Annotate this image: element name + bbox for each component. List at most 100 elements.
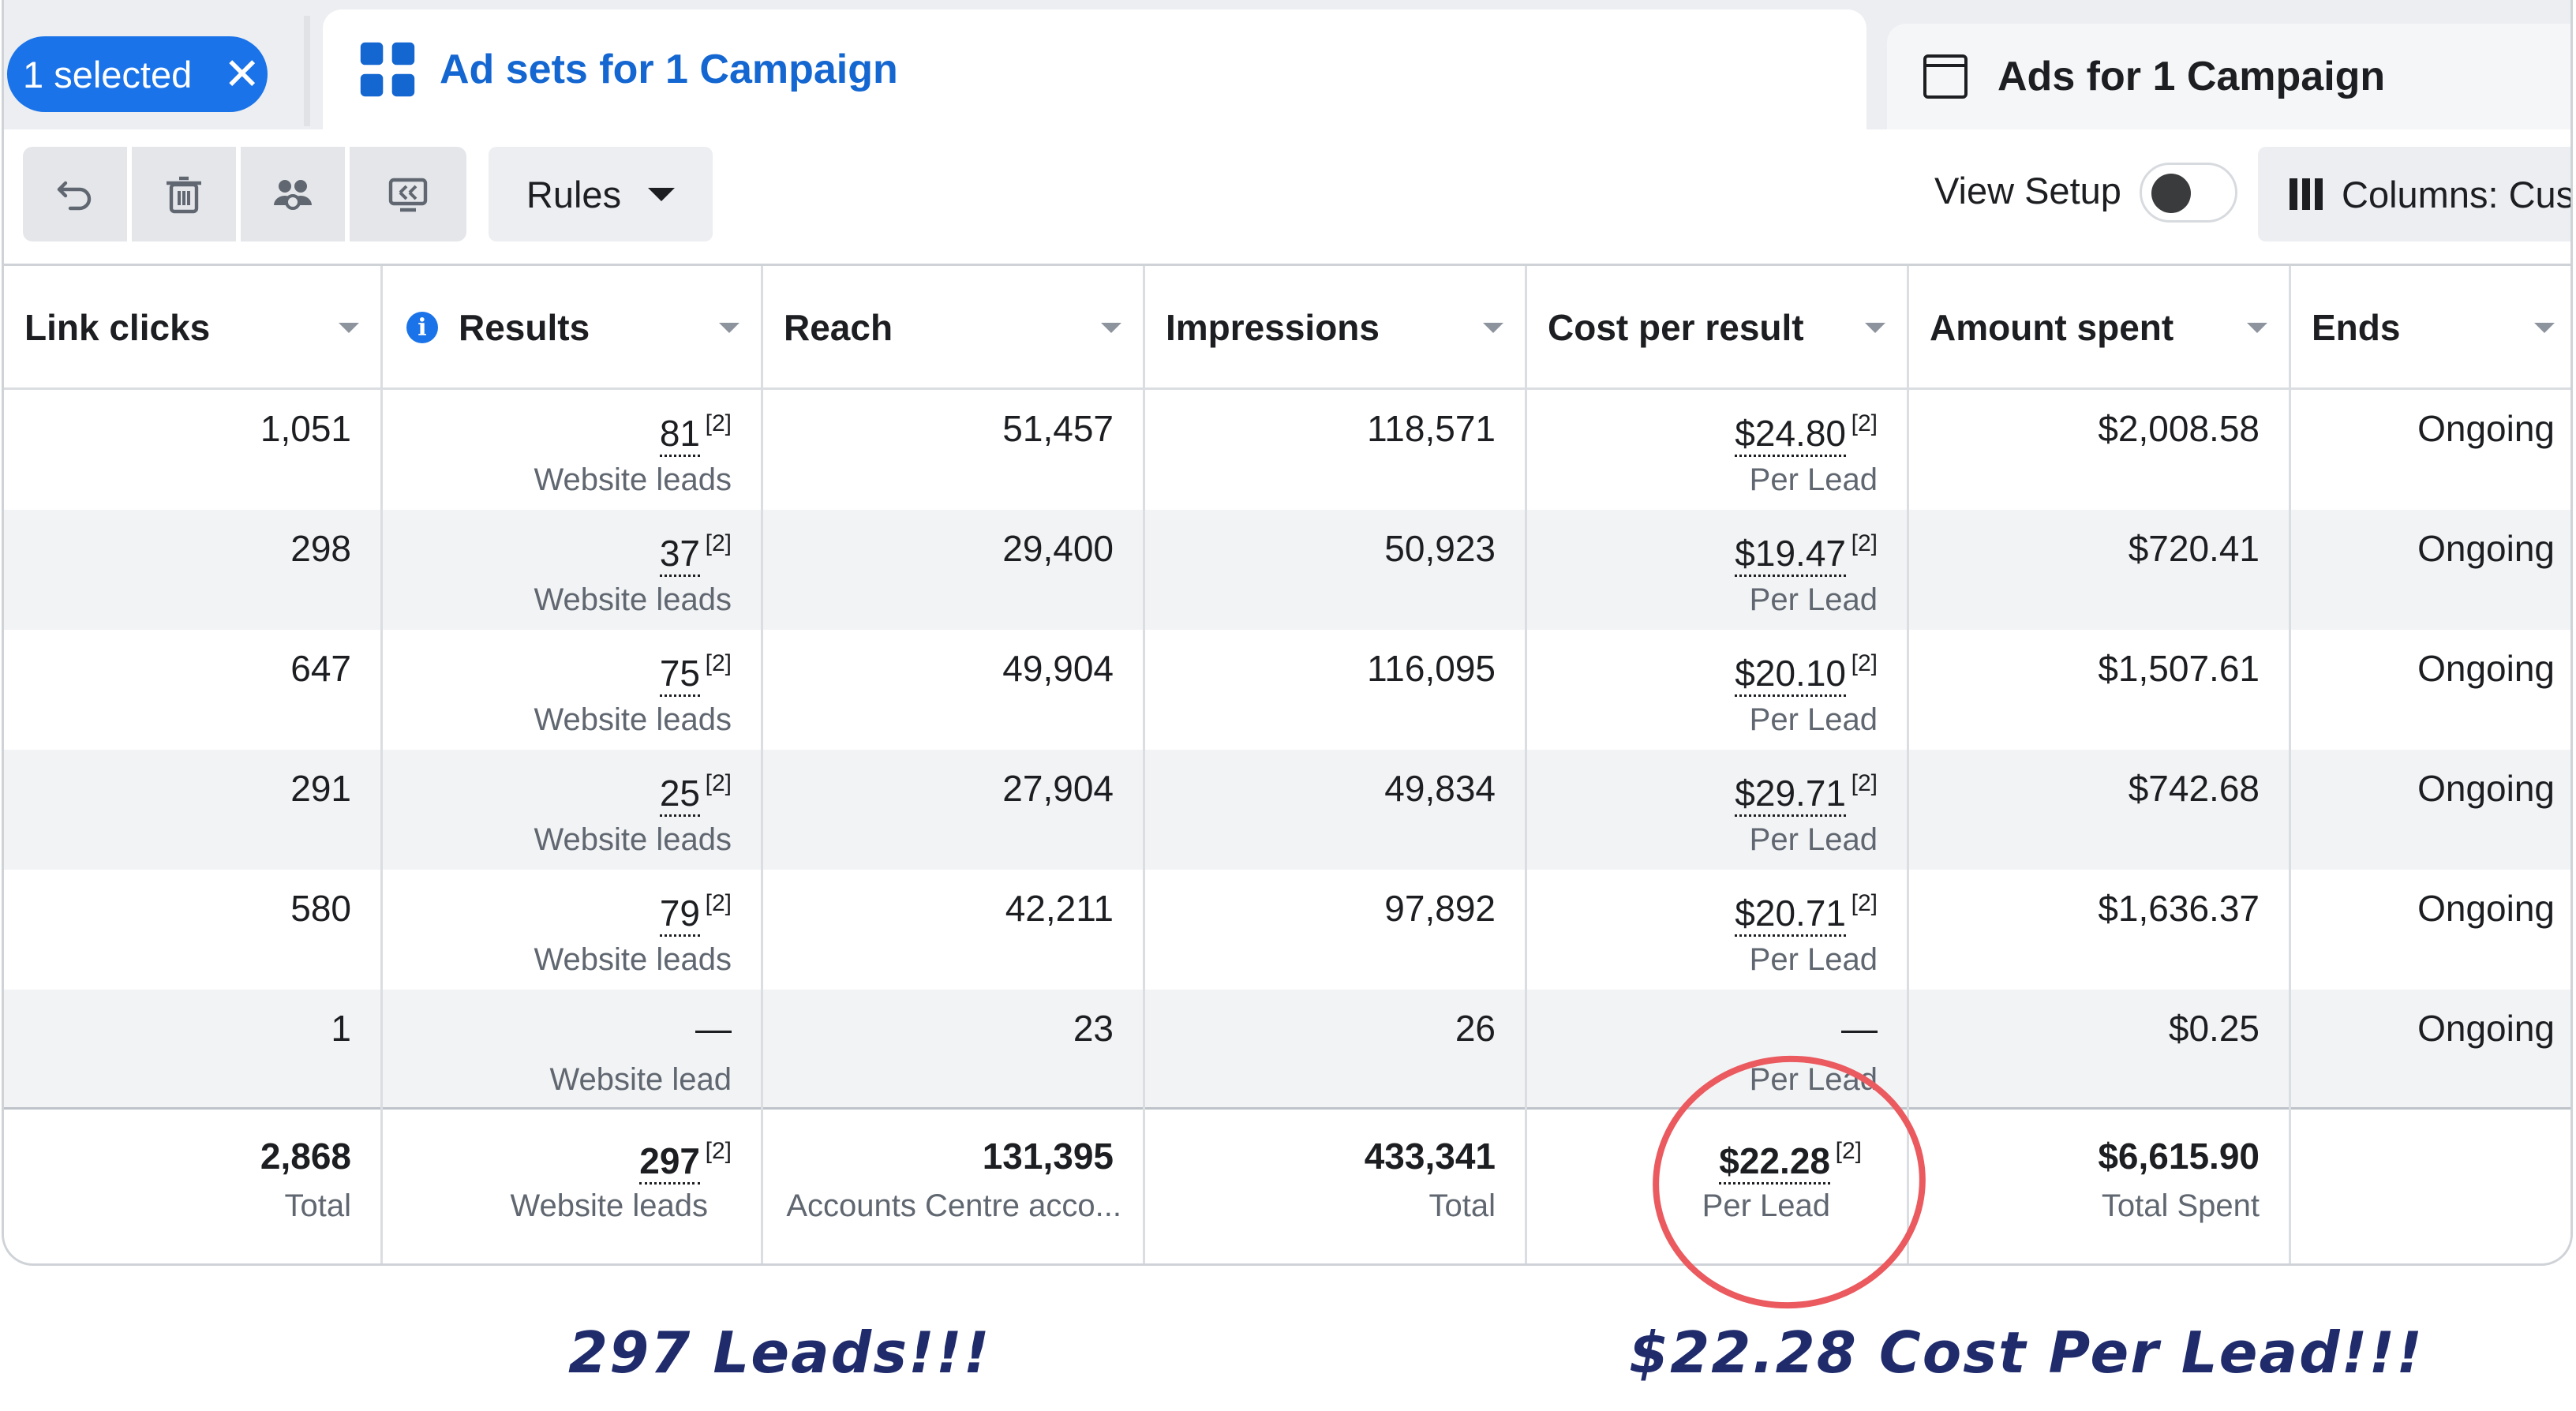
tab-ads[interactable]: Ads for 1 Campaign (1887, 24, 2570, 129)
cell-ends: Ongoing (2291, 630, 2570, 750)
footnote-marker: [2] (705, 1138, 732, 1164)
cell-results: 81 [2] Website leads (383, 390, 763, 510)
cell-ends: Ongoing (2291, 510, 2570, 630)
footnote-marker: [2] (705, 410, 732, 436)
column-header-impressions[interactable]: Impressions (1145, 266, 1527, 389)
cell-amount-spent: $1,507.61 (1909, 630, 2291, 750)
cell-cost-per-result: — Per Lead (1527, 990, 1909, 1110)
cell-cost-per-result: $20.10 [2] Per Lead (1527, 630, 1909, 750)
ads-manager-panel: 1 selected ✕ Ad sets for 1 Campaign Ads … (2, 0, 2573, 1266)
header-bottom-border (4, 387, 2570, 390)
selected-count-label: 1 selected (23, 53, 193, 95)
undo-button[interactable] (23, 147, 127, 241)
column-divider (380, 266, 383, 1263)
view-setup-label: View Setup (1934, 170, 2121, 211)
cell-value: 116,095 (1367, 648, 1496, 689)
cell-value[interactable]: $19.47 (1735, 535, 1846, 577)
cell-value: 23 (1073, 1008, 1114, 1049)
cell-subtext: Website lead (549, 1062, 732, 1097)
column-header-results[interactable]: i Results (383, 266, 763, 389)
sort-caret-icon[interactable] (1101, 323, 1121, 333)
cell-value[interactable]: 25 (659, 775, 700, 817)
cell-results: 75 [2] Website leads (383, 630, 763, 750)
cell-results: — Website lead (383, 990, 763, 1110)
table-row[interactable]: 647 75 [2] Website leads 49,904 116,095 $2… (4, 630, 2570, 750)
cell-amount-spent: $1,636.37 (1909, 870, 2291, 990)
column-header-amount-spent[interactable]: Amount spent (1909, 266, 2291, 389)
cell-value[interactable]: 75 (659, 655, 700, 697)
ab-test-button[interactable] (350, 147, 466, 241)
total-link-clicks: 2,868 Total (4, 1110, 383, 1263)
sort-caret-icon[interactable] (719, 323, 739, 333)
tab-ad-sets[interactable]: Ad sets for 1 Campaign (323, 9, 1866, 129)
cell-results: 25 [2] Website leads (383, 750, 763, 870)
column-header-ends[interactable]: Ends (2291, 266, 2570, 389)
column-header-cost-per-result[interactable]: Cost per result (1527, 266, 1909, 389)
cell-value: 118,571 (1367, 408, 1496, 449)
cell-value: 49,904 (1002, 648, 1114, 689)
cell-value[interactable]: 79 (659, 895, 700, 937)
view-setup-toggle[interactable] (2140, 163, 2237, 223)
column-header-link-clicks[interactable]: Link clicks (4, 266, 383, 389)
cell-link-clicks: 580 (4, 870, 383, 990)
total-subtext: Website leads (510, 1188, 708, 1223)
cell-value[interactable]: $24.80 (1735, 415, 1846, 457)
rules-dropdown[interactable]: Rules (489, 147, 713, 241)
table-row[interactable]: 1,051 81 [2] Website leads 51,457 118,571 … (4, 390, 2570, 510)
cell-link-clicks: 291 (4, 750, 383, 870)
footnote-marker: [2] (1835, 1138, 1862, 1164)
total-reach: 131,395 Accounts Centre acco... (763, 1110, 1145, 1263)
cell-value: $720.41 (2128, 528, 2260, 569)
sort-caret-icon[interactable] (1865, 323, 1885, 333)
columns-icon (2290, 178, 2323, 210)
column-header-label: Ends (2312, 307, 2401, 348)
total-value[interactable]: 297 (639, 1143, 700, 1185)
table-row[interactable]: 298 37 [2] Website leads 29,400 50,923 $19… (4, 510, 2570, 630)
table-row[interactable]: 291 25 [2] Website leads 27,904 49,834 $29… (4, 750, 2570, 870)
cell-reach: 29,400 (763, 510, 1145, 630)
total-subtext: Total (1428, 1188, 1496, 1223)
info-icon[interactable]: i (406, 312, 438, 343)
cell-reach: 42,211 (763, 870, 1145, 990)
cell-impressions: 50,923 (1145, 510, 1527, 630)
column-header-label: Link clicks (24, 307, 211, 348)
audience-button[interactable] (241, 147, 345, 241)
cell-amount-spent: $0.25 (1909, 990, 2291, 1110)
selected-count-chip[interactable]: 1 selected ✕ (7, 36, 268, 112)
cell-ends: Ongoing (2291, 390, 2570, 510)
sort-caret-icon[interactable] (339, 323, 359, 333)
delete-button[interactable] (132, 147, 236, 241)
cell-link-clicks: 647 (4, 630, 383, 750)
cell-value[interactable]: $20.10 (1735, 655, 1846, 697)
sort-caret-icon[interactable] (2247, 323, 2267, 333)
cell-value: 29,400 (1002, 528, 1114, 569)
cell-subtext: Per Lead (1749, 822, 1878, 857)
sort-caret-icon[interactable] (2534, 323, 2555, 333)
cell-subtext: Website leads (534, 462, 732, 497)
cell-value[interactable]: 81 (659, 415, 700, 457)
table-row[interactable]: 1 — Website lead 23 26 — Per Lead $0.25 On… (4, 990, 2570, 1110)
cell-value[interactable]: 37 (659, 535, 700, 577)
footnote-marker: [2] (1851, 650, 1878, 676)
cell-subtext: Website leads (534, 582, 732, 617)
cell-value: $0.25 (2168, 1008, 2260, 1049)
clear-selection-close-icon[interactable]: ✕ (223, 49, 261, 99)
people-icon (274, 180, 312, 210)
cell-reach: 27,904 (763, 750, 1145, 870)
table-row[interactable]: 580 79 [2] Website leads 42,211 97,892 $20… (4, 870, 2570, 990)
columns-dropdown[interactable]: Columns: Cus (2258, 147, 2570, 241)
total-subtext: Total Spent (2101, 1188, 2260, 1223)
cell-value: — (695, 1008, 732, 1049)
total-value[interactable]: $22.28 (1719, 1143, 1830, 1185)
cell-value: $1,507.61 (2098, 648, 2260, 689)
total-impressions: 433,341 Total (1145, 1110, 1527, 1263)
cell-value[interactable]: $29.71 (1735, 775, 1846, 817)
cell-value[interactable]: $20.71 (1735, 895, 1846, 937)
sort-caret-icon[interactable] (1483, 323, 1503, 333)
cell-ends: Ongoing (2291, 870, 2570, 990)
column-divider (2289, 266, 2291, 1263)
cell-subtext: Per Lead (1749, 1062, 1878, 1097)
column-header-reach[interactable]: Reach (763, 266, 1145, 389)
total-subtext: Total (284, 1188, 352, 1223)
column-header-label: Impressions (1166, 307, 1380, 348)
